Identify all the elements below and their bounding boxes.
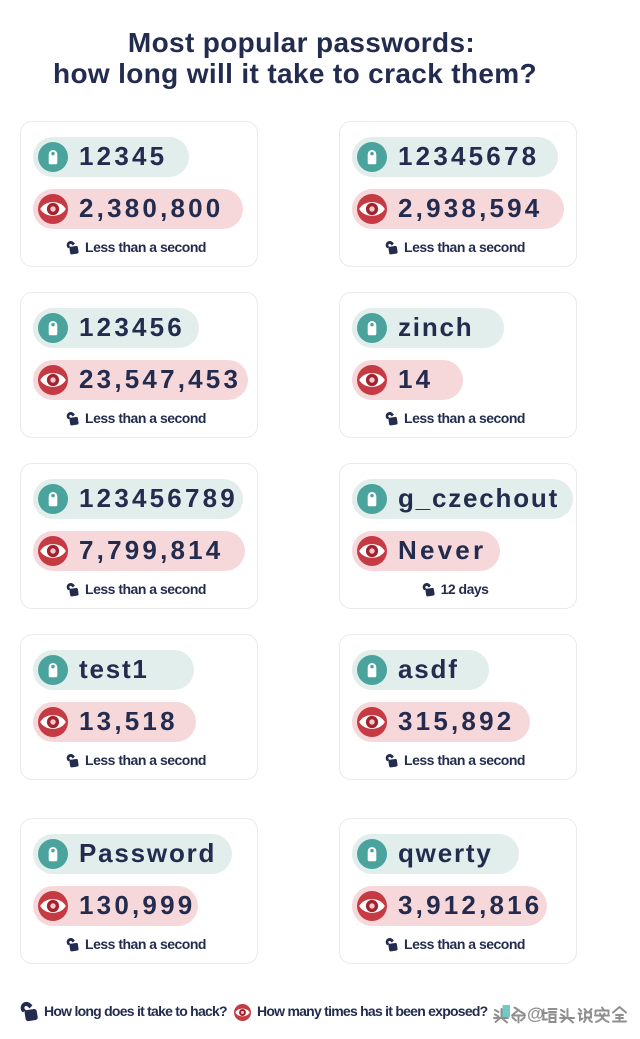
svg-text:@: @ [527, 1005, 544, 1024]
